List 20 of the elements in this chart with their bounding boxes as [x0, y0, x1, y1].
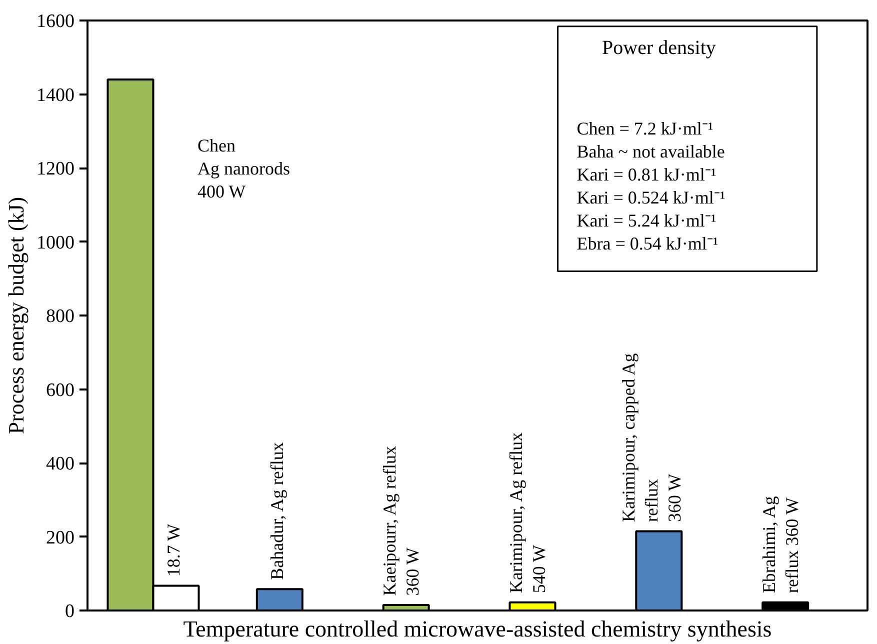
y-tick-label: 200 [46, 527, 74, 548]
annotation: Kaeipourr, Ag reflux 360 W [380, 446, 423, 596]
y-tick-label: 0 [65, 601, 74, 622]
annotation: Ebrahimi, Ag reflux 360 W [758, 496, 802, 594]
y-tick-label: 1200 [36, 158, 74, 180]
annotation: Karimipour, Ag reflux 540 W [506, 432, 549, 594]
y-axis-title: Process energy budget (kJ) [4, 196, 28, 434]
annotation: Power density [602, 36, 716, 59]
y-tick-label: 800 [46, 306, 74, 327]
annotation: 18.7 W [163, 524, 184, 577]
y-tick-label: 1000 [36, 232, 74, 254]
annotation: Chen Ag nanorods 400 W [197, 136, 290, 202]
y-tick-label: 1400 [36, 84, 74, 106]
y-tick-label: 600 [46, 380, 74, 401]
annotation: Chen = 7.2 kJ·ml⁻¹ Baha ~ not available Kari = 0.81 kJ·ml⁻¹ Kari = 0.524 kJ·ml⁻¹ Kari = 5.24 kJ·ml⁻¹ Ebra = 0.54 kJ·ml⁻¹ [576, 118, 726, 254]
annotation: Bahadur, Ag reflux [267, 442, 288, 580]
x-axis-title: Temperature controlled microwave-assisted chemistry synthesis [183, 616, 772, 642]
y-tick-label: 1600 [36, 11, 74, 32]
annotation: Karimipour, capped Ag reflux 360 W [618, 353, 684, 522]
y-tick-label: 400 [46, 454, 74, 474]
